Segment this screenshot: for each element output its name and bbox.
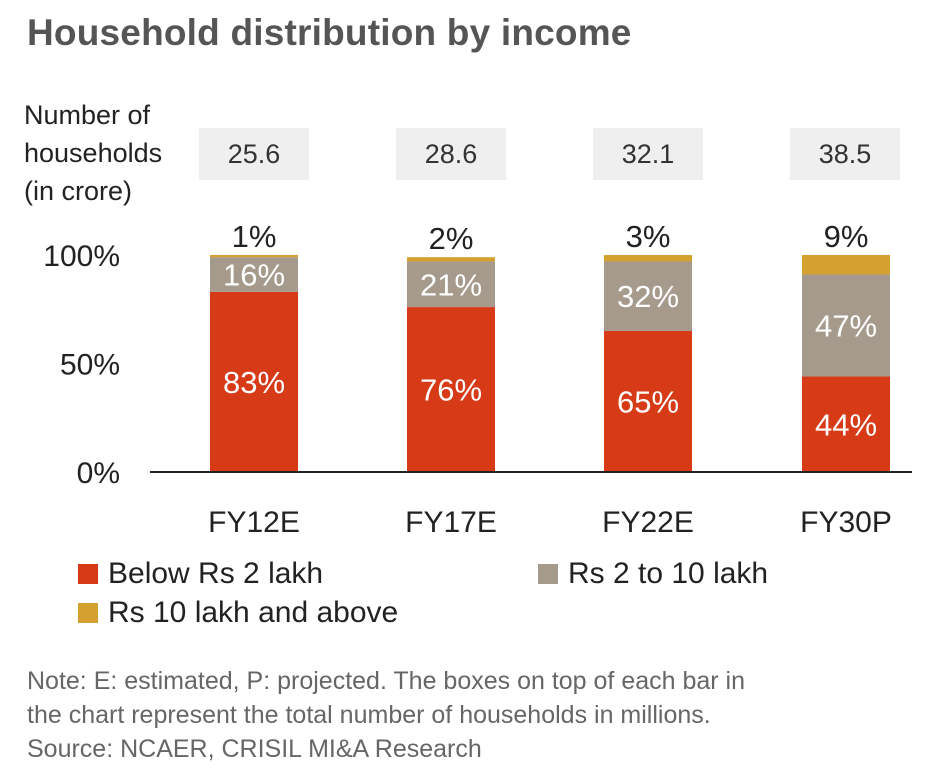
- households-label-line-2: households: [24, 138, 163, 168]
- households-box-fy30p: 38.5: [790, 128, 900, 180]
- legend-item-below-2-lakh: Below Rs 2 lakh: [78, 557, 323, 591]
- y-tick-label: 50%: [60, 349, 120, 382]
- bar-segment-fy17e-rs-2-to-10-lakh: [407, 261, 495, 308]
- bar-segment-fy12e-rs-10-lakh-and-above: [210, 255, 298, 258]
- data-label-fy22e-rs-2-to-10-lakh: 32%: [617, 279, 679, 314]
- bar-segment-fy22e-below-rs-2-lakh: [604, 330, 692, 472]
- data-label-fy17e-rs-10-lakh-and-above: 2%: [429, 221, 474, 256]
- data-label-fy17e-rs-2-to-10-lakh: 21%: [420, 267, 482, 302]
- x-tick-label: FY22E: [602, 506, 694, 539]
- households-label-line-1: Number of: [24, 100, 151, 130]
- bar-segment-fy30p-below-rs-2-lakh: [802, 376, 890, 472]
- data-label-fy12e-rs-10-lakh-and-above: 1%: [232, 219, 277, 254]
- x-tick-label: FY12E: [208, 506, 300, 539]
- data-label-fy30p-below-rs-2-lakh: 44%: [815, 407, 877, 442]
- x-tick-label: FY17E: [405, 506, 497, 539]
- legend-label-below-2-lakh: Below Rs 2 lakh: [108, 557, 324, 590]
- legend-label-2-to-10-lakh: Rs 2 to 10 lakh: [568, 557, 769, 590]
- bar-segment-fy12e-below-rs-2-lakh: [210, 291, 298, 472]
- data-label-fy12e-below-rs-2-lakh: 83%: [223, 365, 285, 400]
- y-tick-label: 100%: [43, 240, 120, 273]
- households-box-fy22e: 32.1: [593, 128, 703, 180]
- legend-item-10-lakh-above: Rs 10 lakh and above: [78, 596, 398, 630]
- data-label-fy22e-below-rs-2-lakh: 65%: [617, 384, 679, 419]
- y-tick-label: 0%: [77, 457, 120, 490]
- bar-segment-fy17e-below-rs-2-lakh: [407, 307, 495, 472]
- note-line-2: the chart represent the total number of …: [27, 701, 711, 729]
- households-axis-label: Number of households (in crore): [24, 96, 162, 210]
- data-label-fy12e-rs-2-to-10-lakh: 16%: [223, 258, 285, 293]
- data-label-fy22e-rs-10-lakh-and-above: 3%: [626, 219, 671, 254]
- stacked-bar-chart: 0% 50% 100% 83% 16% 1% FY12E 76% 21% 2% FY17E 65% 32…: [43, 219, 912, 539]
- bar-segment-fy17e-rs-10-lakh-and-above: [407, 257, 495, 262]
- legend-swatch-10-lakh-above: [78, 603, 98, 623]
- note-line-3: Source: NCAER, CRISIL MI&A Research: [27, 735, 482, 763]
- data-label-fy17e-below-rs-2-lakh: 76%: [420, 373, 482, 408]
- x-tick-label: FY30P: [800, 506, 892, 539]
- data-label-fy30p-rs-2-to-10-lakh: 47%: [815, 309, 877, 344]
- households-label-line-3: (in crore): [24, 176, 133, 206]
- bar-segment-fy30p-rs-2-to-10-lakh: [802, 274, 890, 377]
- footnote: Note: E: estimated, P: projected. The bo…: [27, 664, 745, 766]
- bar-segment-fy30p-rs-10-lakh-and-above: [802, 255, 890, 275]
- households-box-fy12e: 25.6: [199, 128, 309, 180]
- note-line-1: Note: E: estimated, P: projected. The bo…: [27, 667, 746, 695]
- legend-item-2-to-10-lakh: Rs 2 to 10 lakh: [538, 557, 768, 591]
- chart-title: Household distribution by income: [27, 12, 632, 53]
- bar-segment-fy22e-rs-2-to-10-lakh: [604, 261, 692, 331]
- bar-segment-fy12e-rs-2-to-10-lakh: [210, 257, 298, 292]
- legend-swatch-below-2-lakh: [78, 564, 98, 584]
- legend-label-10-lakh-above: Rs 10 lakh and above: [108, 596, 399, 629]
- legend-swatch-2-to-10-lakh: [538, 564, 558, 584]
- data-label-fy30p-rs-10-lakh-and-above: 9%: [824, 219, 869, 254]
- bar-segment-fy22e-rs-10-lakh-and-above: [604, 255, 692, 262]
- households-box-fy17e: 28.6: [396, 128, 506, 180]
